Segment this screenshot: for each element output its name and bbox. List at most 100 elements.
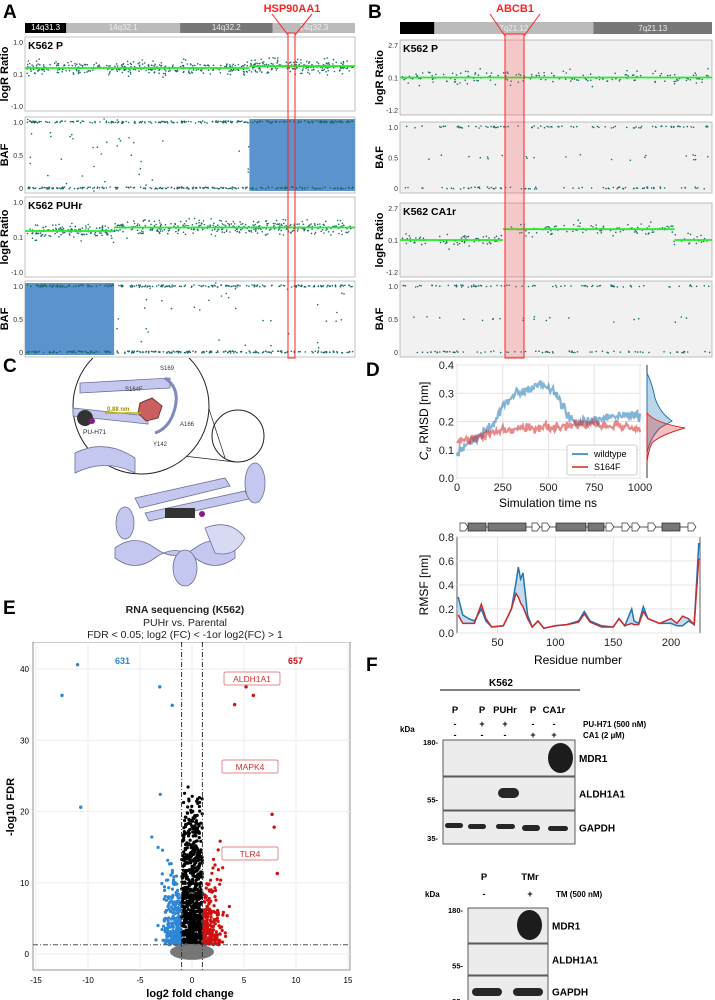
snp-point [344, 284, 346, 287]
beta-strand-icon [459, 522, 469, 532]
snp-point [531, 285, 534, 287]
snp-point [140, 232, 142, 235]
snp-point [247, 168, 249, 170]
snp-point [267, 222, 270, 225]
snp-point [252, 187, 254, 189]
snp-point [122, 63, 124, 66]
snp-point [335, 61, 338, 64]
snp-point [487, 126, 489, 129]
snp-point [141, 59, 143, 61]
snp-point [209, 350, 211, 353]
beta-strand-icon [631, 522, 641, 532]
gene-point [200, 797, 204, 801]
snp-point [636, 351, 639, 353]
snp-point [535, 350, 537, 353]
snp-point [35, 239, 38, 241]
snp-point [690, 285, 693, 288]
snp-point [66, 351, 68, 353]
gene-point [188, 888, 192, 892]
snp-point [300, 285, 303, 288]
snp-point [320, 351, 323, 353]
snp-point [309, 121, 311, 124]
snp-point [45, 285, 48, 288]
gene-point [191, 923, 195, 927]
snp-point [38, 350, 40, 353]
snp-point [652, 72, 654, 75]
snp-point [138, 61, 141, 64]
snp-point [142, 220, 144, 222]
snp-point [95, 62, 98, 64]
snp-point [234, 187, 237, 189]
snp-point [201, 223, 203, 225]
snp-point [533, 316, 536, 318]
downregulated-gene-point [172, 908, 176, 912]
snp-point [205, 186, 208, 189]
snp-point [144, 285, 146, 288]
snp-point [682, 126, 685, 128]
snp-point [239, 351, 242, 353]
track-ylabel: BAF [0, 307, 11, 330]
snp-point [261, 284, 264, 287]
snp-point [60, 228, 62, 231]
snp-point [243, 74, 246, 76]
snp-point [634, 79, 636, 81]
snp-point [158, 72, 160, 74]
snp-point [30, 133, 33, 135]
snp-point [308, 61, 311, 63]
snp-point [270, 68, 273, 71]
snp-point [225, 230, 228, 233]
snp-point [442, 240, 445, 243]
snp-point [92, 146, 94, 149]
snp-point [283, 285, 286, 287]
upregulated-gene-point [207, 896, 211, 901]
snp-point [501, 154, 504, 157]
gene-point [197, 890, 201, 895]
snp-point [625, 74, 628, 76]
snp-point [54, 232, 56, 235]
snp-point [280, 120, 282, 123]
snp-point [161, 230, 164, 232]
snp-point [348, 284, 351, 287]
snp-point [350, 120, 353, 122]
snp-point [548, 126, 550, 128]
snp-point [192, 350, 194, 352]
blot-membrane [467, 943, 549, 976]
snp-point [267, 233, 269, 235]
snp-point [83, 186, 85, 189]
snp-point [237, 284, 240, 287]
snp-point [190, 286, 193, 289]
downregulated-gene-point [163, 894, 167, 899]
snp-point [487, 157, 489, 160]
snp-point [127, 70, 130, 73]
snp-point [519, 74, 522, 76]
snp-point [99, 284, 101, 287]
downregulated-gene-point [161, 924, 166, 928]
snp-point [582, 231, 584, 234]
protein-band [522, 825, 540, 831]
snp-point [187, 120, 190, 123]
snp-point [572, 187, 574, 189]
snp-point [185, 224, 187, 227]
snp-point [421, 351, 424, 354]
gene-point [195, 839, 199, 843]
snp-point [479, 156, 482, 159]
snp-point [254, 230, 257, 232]
snp-point [169, 69, 171, 72]
snp-point [175, 230, 177, 233]
snp-point [669, 352, 672, 354]
xtick-label: -15 [30, 976, 42, 985]
downregulated-gene-point [176, 910, 180, 914]
snp-point [59, 350, 61, 353]
snp-point [520, 188, 523, 190]
snp-point [91, 351, 93, 354]
snp-point [490, 125, 492, 128]
snp-point [666, 225, 668, 228]
snp-point [345, 67, 347, 70]
downregulated-gene-point [75, 663, 80, 667]
gene-point [191, 929, 195, 934]
snp-point [209, 73, 212, 75]
xlabel: log2 fold change [146, 988, 233, 1000]
snp-point [341, 233, 343, 236]
snp-point [228, 187, 231, 190]
gene-point [183, 791, 187, 795]
